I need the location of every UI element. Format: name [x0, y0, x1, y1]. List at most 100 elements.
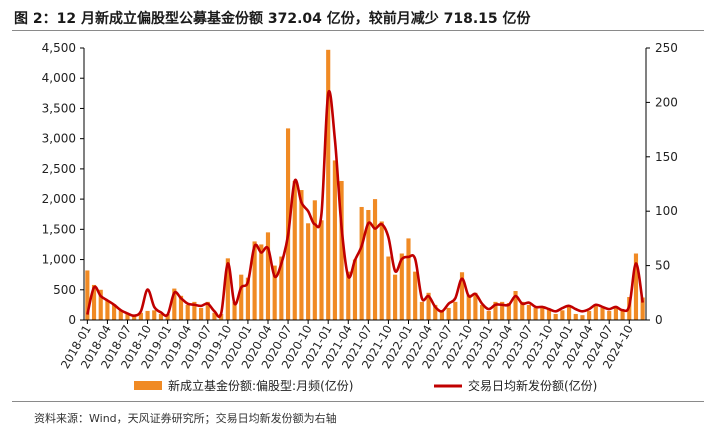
bar	[560, 310, 565, 320]
bar	[326, 49, 331, 321]
bar	[239, 274, 244, 320]
y-right-tick-label: 50	[655, 259, 670, 273]
bar	[165, 313, 170, 320]
bottom-rule	[12, 401, 704, 402]
bar	[433, 304, 438, 320]
bar	[118, 310, 123, 320]
bar	[359, 206, 364, 320]
bar	[480, 304, 485, 320]
bar	[285, 128, 291, 320]
bar	[406, 238, 411, 320]
y-right-tick-label: 250	[655, 41, 678, 55]
bar	[306, 223, 311, 320]
bar	[132, 315, 137, 320]
bar	[466, 294, 471, 320]
bar	[352, 259, 358, 320]
bar	[312, 200, 317, 320]
y-left-tick-label: 0	[68, 313, 76, 327]
bar	[259, 244, 264, 320]
bar	[593, 304, 598, 320]
bar	[158, 313, 164, 320]
series-line	[86, 89, 644, 319]
legend-bar-swatch	[134, 381, 162, 390]
bar	[506, 303, 511, 320]
bar	[372, 199, 378, 320]
bar	[232, 301, 237, 320]
bar	[587, 310, 592, 320]
y-left-tick-label: 4,000	[42, 71, 76, 85]
bar	[600, 307, 605, 320]
bar	[640, 297, 645, 320]
y-left-tick-label: 2,000	[42, 192, 76, 206]
bar	[219, 313, 224, 320]
bar	[613, 307, 618, 320]
bar	[299, 190, 304, 320]
bar	[138, 312, 143, 320]
bar	[366, 209, 371, 320]
bar	[265, 232, 271, 320]
bar	[513, 290, 518, 320]
bar	[339, 180, 344, 320]
source-note: 资料来源：Wind，天风证券研究所；交易日均新发份额为右轴	[34, 412, 337, 425]
bar	[399, 253, 404, 320]
top-rule	[12, 30, 704, 31]
bar	[205, 301, 210, 320]
y-right-tick-label: 0	[655, 313, 663, 327]
bar	[453, 301, 458, 320]
legend: 新成立基金份额:偏股型:月频(亿份) 交易日均新发份额(亿份)	[134, 378, 597, 393]
bar	[279, 256, 284, 320]
y-left-tick-label: 3,000	[42, 132, 76, 146]
bar	[225, 258, 230, 320]
bar	[185, 304, 190, 320]
bar-series	[85, 49, 645, 321]
y-left-tick-label: 2,500	[42, 162, 76, 176]
bar	[526, 304, 531, 320]
bar	[112, 304, 117, 320]
bar	[178, 295, 184, 320]
bar	[85, 270, 90, 320]
bar	[520, 301, 525, 320]
legend-bar-label: 新成立基金份额:偏股型:月频(亿份)	[168, 378, 353, 393]
y-left-tick-label: 1,000	[42, 253, 76, 267]
legend-line-label: 交易日均新发份额(亿份)	[468, 378, 597, 393]
bar	[212, 312, 217, 320]
bar	[199, 307, 204, 320]
y-left-tick-label: 500	[53, 283, 76, 297]
bar	[620, 310, 625, 320]
bar	[566, 306, 572, 320]
y-right-tick-label: 200	[655, 95, 678, 109]
bar	[105, 300, 110, 320]
bar	[540, 306, 545, 320]
line-series	[86, 89, 644, 319]
bar	[379, 221, 384, 320]
y-left-tick-label: 4,500	[42, 41, 76, 55]
bar	[152, 310, 157, 320]
bar	[580, 315, 585, 320]
bar	[486, 310, 491, 320]
bar	[386, 256, 391, 320]
bar	[319, 220, 324, 320]
bar	[633, 253, 639, 320]
bar	[419, 301, 424, 320]
bar	[413, 271, 418, 320]
bar	[245, 277, 250, 320]
bar	[459, 272, 465, 320]
bar	[332, 160, 337, 320]
bar	[500, 301, 505, 320]
bar	[393, 274, 398, 320]
bar	[446, 307, 451, 320]
bar	[533, 307, 538, 320]
y-left-tick-label: 1,500	[42, 222, 76, 236]
bar	[439, 310, 445, 320]
bar	[607, 310, 612, 320]
bar	[546, 309, 552, 320]
bar	[125, 313, 130, 320]
bar	[573, 313, 578, 320]
bar	[553, 313, 558, 320]
bar	[172, 288, 177, 320]
bar	[145, 310, 150, 320]
bar	[272, 265, 277, 320]
bar	[91, 284, 97, 320]
bar	[292, 180, 297, 320]
